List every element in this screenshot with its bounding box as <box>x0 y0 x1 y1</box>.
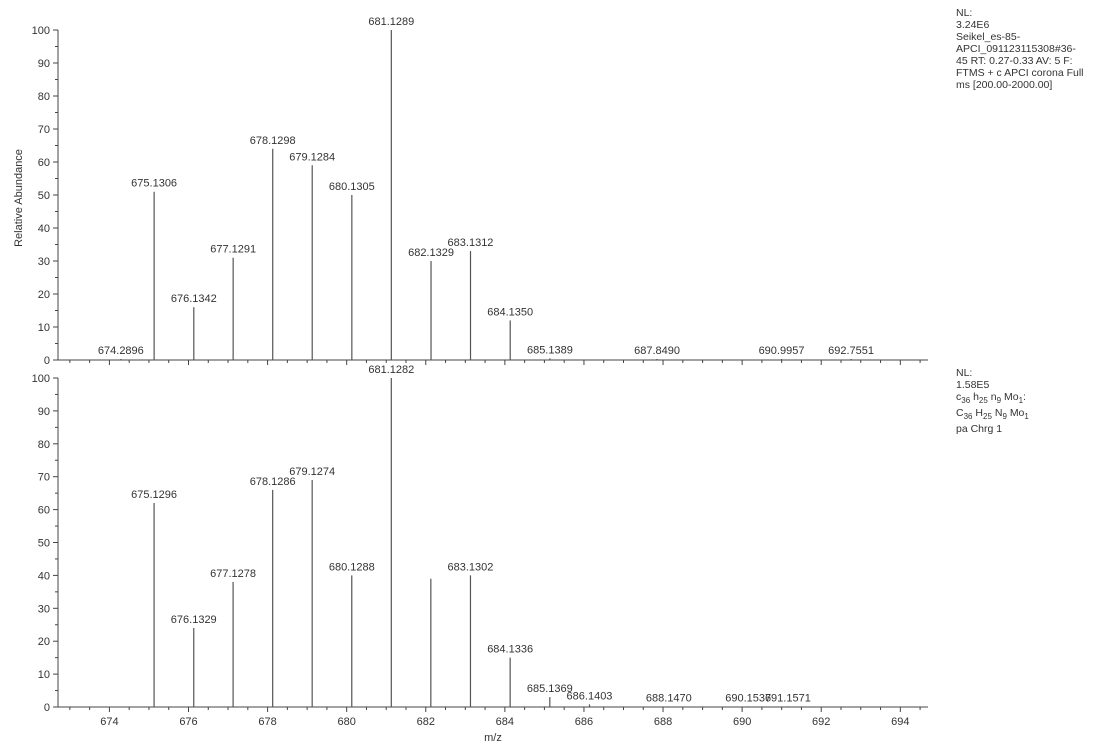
top-spectrum-info: NL: 3.24E6 Seikel_es-85- APCI_0911231153… <box>956 7 1084 91</box>
bottom-y-tick-label: 100 <box>32 373 50 385</box>
bottom-y-tick-label: 40 <box>38 570 50 582</box>
top-info-line-5: ms [200.00-2000.00] <box>956 79 1053 91</box>
bottom-y-tick-label: 10 <box>38 669 50 681</box>
top-peak-label: 681.1289 <box>368 16 414 28</box>
bottom-peak-label: 691.1571 <box>765 692 811 704</box>
top-y-tick-label: 40 <box>38 223 50 235</box>
bottom-y-tick-label: 50 <box>38 538 50 550</box>
bottom-spectrum-panel: 0 10 20 30 40 50 60 70 80 90 100 674 676 678 680 682 684… <box>32 364 928 728</box>
bottom-peak-label: 679.1274 <box>289 466 335 478</box>
bottom-peak-label: 680.1288 <box>329 561 375 573</box>
formula-lower: c36 h25 n9 Mo1: <box>956 391 1026 406</box>
top-y-tick-label: 80 <box>38 91 50 103</box>
top-y-tick-label: 0 <box>44 355 50 367</box>
top-info-line-2: APCI_091123115308#36- <box>956 43 1076 55</box>
y-axis-label: Relative Abundance <box>13 149 25 247</box>
bottom-peak-label: 686.1403 <box>567 690 613 702</box>
formula-upper: C36 H25 N9 Mo1 <box>956 407 1029 422</box>
top-peak-label: 684.1350 <box>487 306 533 318</box>
bottom-x-tick-label: 678 <box>258 716 276 728</box>
top-peak-label: 679.1284 <box>289 151 335 163</box>
bottom-peak-label: 683.1302 <box>448 561 494 573</box>
bottom-nl-label: NL: <box>956 367 973 379</box>
top-peak-label: 683.1312 <box>448 237 494 249</box>
top-y-tick-label: 50 <box>38 190 50 202</box>
top-peak-label: 680.1305 <box>329 181 375 193</box>
top-peak-label: 675.1306 <box>131 178 177 190</box>
bottom-y-tick-label: 30 <box>38 603 50 615</box>
bottom-peak-label: 681.1282 <box>368 364 414 376</box>
bottom-x-tick-label: 694 <box>891 716 909 728</box>
charge-state: pa Chrg 1 <box>956 423 1003 436</box>
top-info-line-1: Seikel_es-85- <box>956 31 1021 43</box>
bottom-x-tick-label: 688 <box>654 716 672 728</box>
bottom-y-tick-label: 70 <box>38 472 50 484</box>
x-axis-label: m/z <box>484 732 502 744</box>
top-peak-label: 692.7551 <box>828 345 874 357</box>
bottom-peak-label: 690.1537 <box>725 692 771 704</box>
top-spectrum-panel: 0 10 20 30 40 50 60 70 80 90 100 674.2896 675.1306 67… <box>32 16 928 367</box>
bottom-x-tick-label: 684 <box>496 716 514 728</box>
top-peak-label: 674.2896 <box>98 345 144 357</box>
bottom-peak-label: 684.1336 <box>487 644 533 656</box>
top-y-tick-label: 20 <box>38 289 50 301</box>
top-nl-label: NL: <box>956 7 973 19</box>
top-y-tick-label: 100 <box>32 25 50 37</box>
bottom-x-tick-label: 680 <box>338 716 356 728</box>
bottom-peak-label: 675.1296 <box>131 489 177 501</box>
top-peak-label: 685.1389 <box>527 344 573 356</box>
top-peak-label: 690.9957 <box>759 345 805 357</box>
top-nl-value: 3.24E6 <box>956 19 990 31</box>
bottom-peak-label: 678.1286 <box>250 476 296 488</box>
bottom-y-tick-label: 20 <box>38 636 50 648</box>
bottom-x-tick-label: 692 <box>812 716 830 728</box>
top-peak-label: 678.1298 <box>250 135 296 147</box>
top-y-tick-label: 10 <box>38 322 50 334</box>
top-info-line-3: 45 RT: 0.27-0.33 AV: 5 F: <box>956 55 1073 67</box>
bottom-peak-label: 677.1278 <box>210 568 256 580</box>
bottom-peak-label: 685.1369 <box>527 683 573 695</box>
bottom-x-tick-label: 682 <box>417 716 435 728</box>
bottom-x-tick-label: 686 <box>575 716 593 728</box>
top-peak-label: 682.1329 <box>408 247 454 259</box>
top-peak-label: 676.1342 <box>171 293 217 305</box>
bottom-y-tick-label: 90 <box>38 406 50 418</box>
bottom-y-tick-label: 80 <box>38 439 50 451</box>
bottom-x-tick-label: 690 <box>733 716 751 728</box>
bottom-x-tick-label: 676 <box>179 716 197 728</box>
bottom-spectrum-info: NL: 1.58E5 c36 h25 n9 Mo1: C36 H25 N9 Mo… <box>956 367 1029 435</box>
bottom-peak-label: 676.1329 <box>171 614 217 626</box>
bottom-y-tick-label: 60 <box>38 505 50 517</box>
top-info-line-4: FTMS + c APCI corona Full <box>956 67 1084 79</box>
bottom-nl-value: 1.58E5 <box>956 379 990 391</box>
bottom-x-tick-label: 674 <box>100 716 118 728</box>
top-y-tick-label: 60 <box>38 157 50 169</box>
top-y-tick-label: 70 <box>38 124 50 136</box>
top-peak-label: 687.8490 <box>634 345 680 357</box>
top-peak-label: 677.1291 <box>210 244 256 256</box>
bottom-peak-label: 688.1470 <box>646 692 692 704</box>
top-y-tick-label: 90 <box>38 58 50 70</box>
bottom-y-tick-label: 0 <box>44 702 50 714</box>
top-y-tick-label: 30 <box>38 256 50 268</box>
